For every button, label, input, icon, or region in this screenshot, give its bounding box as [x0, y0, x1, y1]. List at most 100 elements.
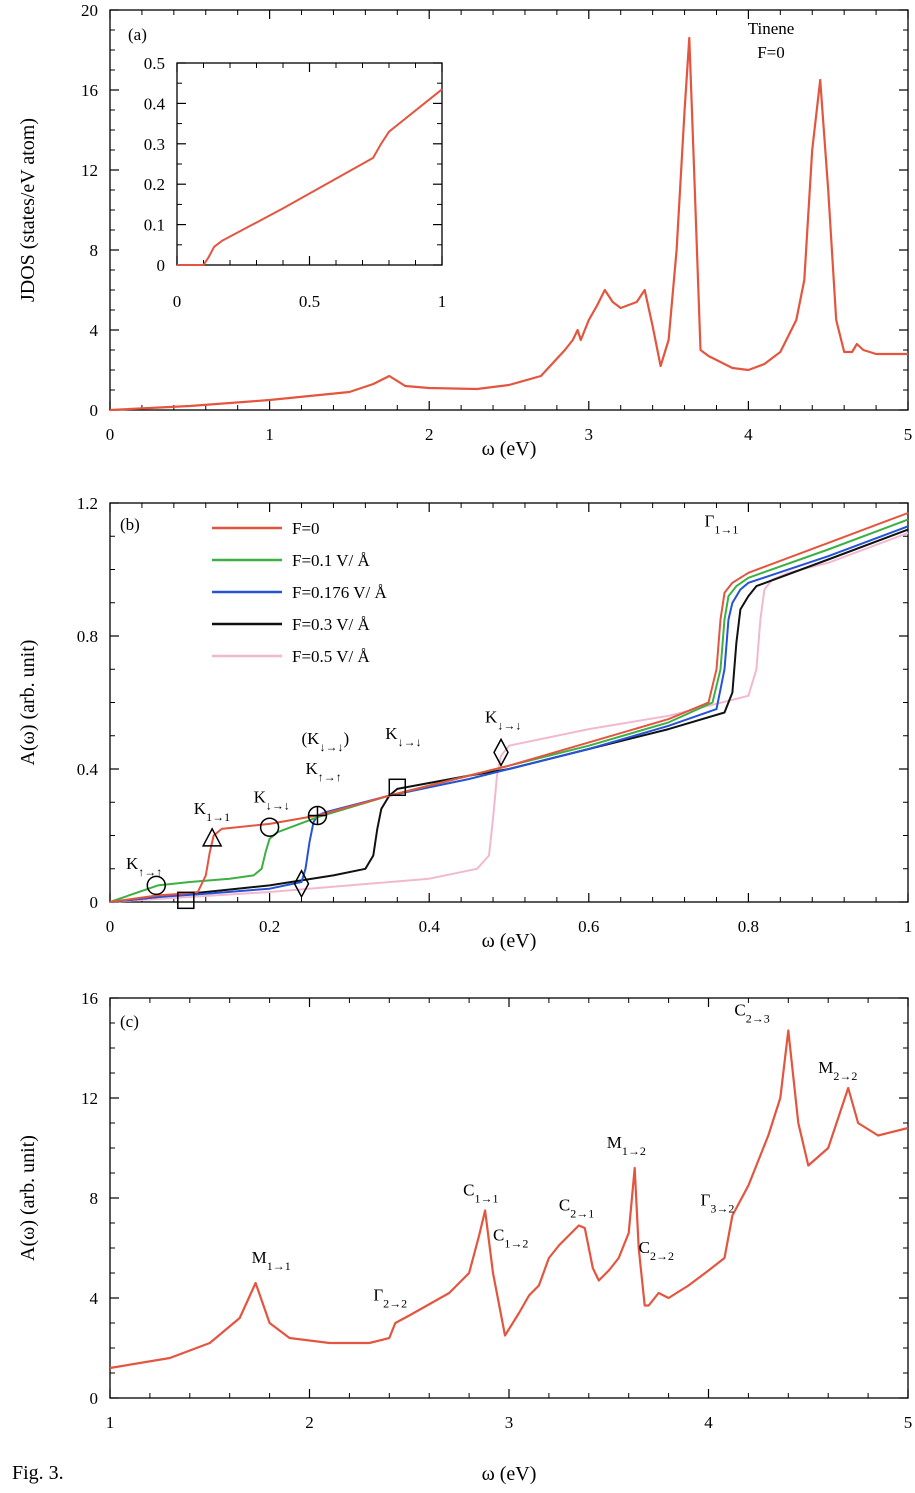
panel-c-annotation: C2→3 [734, 1001, 769, 1026]
panel-c-xtick-label: 2 [305, 1413, 314, 1432]
panel-c-ytick-label: 4 [90, 1289, 99, 1308]
inset-xtick-label: 0.5 [299, 292, 320, 311]
panel-c-label: (c) [120, 1012, 139, 1031]
panel-b-xtick-label: 0.8 [738, 917, 759, 936]
panel-c-annotation: M2→2 [818, 1058, 857, 1083]
marker-diamond [493, 737, 509, 767]
panel-b-xtick-label: 1 [904, 917, 913, 936]
legend-entry: F=0.1 V/ Å [292, 551, 370, 570]
marker-circle [259, 817, 280, 837]
panel-c-annotation: Γ2→2 [373, 1286, 407, 1311]
inset-jdos-line [177, 88, 443, 266]
panel-a-xtick-label: 3 [585, 425, 594, 444]
panel-b-series-1 [109, 518, 909, 903]
panel-b-xtick-label: 0.2 [259, 917, 280, 936]
panel-c-ylabel: A(ω) (arb. unit) [17, 1135, 39, 1261]
inset-ytick-label: 0 [157, 256, 166, 275]
inset-background [177, 63, 442, 265]
panel-b-ytick-label: 1.2 [77, 494, 98, 513]
panel-b-annotation: K↓→↓ [254, 787, 290, 812]
panel-b: 0 0.2 0.4 0.6 0.8 1 0 0.4 0.8 1.2 (b) F=0 F=0.1 V/ Å… [17, 494, 912, 952]
panel-b-annotation: Γ1→1 [705, 511, 739, 536]
panel-b-annotation: K↓→↓ [385, 724, 421, 749]
panel-c-xtick-label: 5 [904, 1413, 913, 1432]
panel-c-annotation: M1→1 [252, 1248, 291, 1273]
inset-xtick-label: 0 [173, 292, 182, 311]
panel-c-plot-frame [109, 997, 909, 1399]
panel-a-xtick-label: 1 [265, 425, 274, 444]
panel-b-series-0 [109, 512, 909, 903]
panel-c: 1 2 3 4 50481216(c)M1→1Γ2→2C1→1C1→2C2→1M1→2C… [17, 989, 912, 1485]
inset-ytick-label: 0.1 [144, 216, 165, 235]
marker-circle [146, 875, 167, 896]
panel-b-legend: F=0 F=0.1 V/ Å F=0.176 V/ Å F=0.3 V/ Å F=0.5… [212, 519, 387, 666]
legend-entry: F=0 [292, 519, 320, 538]
inset-ytick-label: 0.5 [144, 54, 165, 73]
marker-triangle [201, 827, 223, 847]
marker-diamond [293, 869, 310, 899]
panel-c-xtick-label: 3 [505, 1413, 514, 1432]
panel-a-ylabel: JDOS (states/eV atom) [17, 118, 39, 302]
panel-b-annotation: K↑→↑ [126, 854, 162, 879]
panel-b-annotation: (K↓→↓) [302, 729, 350, 754]
panel-c-xtick-label: 4 [704, 1413, 713, 1432]
panel-a-jdos-line [109, 36, 908, 412]
panel-a-ytick-label: 0 [90, 401, 99, 420]
panel-b-xtick-label: 0.4 [419, 917, 441, 936]
panel-b-ylabel: A(ω) (arb. unit) [17, 640, 39, 766]
panel-c-ytick-label: 12 [81, 1089, 98, 1108]
panel-a-ytick-label: 20 [81, 1, 98, 20]
panel-c-ytick-label: 16 [81, 989, 98, 1008]
panel-b-series-2 [109, 525, 909, 903]
panel-c-annotation: C2→1 [559, 1196, 594, 1221]
panel-a-ytick-label: 16 [81, 81, 98, 100]
inset-ytick-label: 0.2 [144, 175, 165, 194]
panel-c-annotation: M1→2 [607, 1133, 646, 1158]
panel-a-ytick-label: 8 [90, 241, 99, 260]
panel-a-ytick-label: 4 [90, 321, 99, 340]
panel-b-ytick-label: 0 [90, 893, 99, 912]
panel-a-ytick-label: 12 [81, 161, 98, 180]
panel-b-series-3 [109, 528, 909, 903]
panel-b-xlabel: ω (eV) [482, 930, 537, 952]
panel-a-xtick-label: 4 [744, 425, 753, 444]
panel-c-xlabel: ω (eV) [482, 1463, 537, 1485]
figure-caption: Fig. 3. [12, 1462, 64, 1485]
panel-b-ytick-label: 0.4 [77, 760, 99, 779]
panel-a-xtick-label: 0 [106, 425, 115, 444]
panel-c-annotation: C1→2 [493, 1226, 528, 1251]
panel-c-ytick-label: 8 [90, 1189, 99, 1208]
panel-c-annotation: C2→2 [639, 1238, 674, 1263]
panel-b-label: (b) [120, 515, 140, 534]
panel-a-xtick-label: 5 [904, 425, 913, 444]
panel-b-annotation: K↑→↑ [306, 759, 342, 784]
panel-b-ytick-label: 0.8 [77, 627, 98, 646]
panel-a-xtick-label: 2 [425, 425, 434, 444]
panel-b-annotation: K1→1 [194, 799, 230, 824]
caption-text: Fig. 3. [12, 1462, 64, 1484]
marker-square [177, 891, 195, 910]
legend-entry: F=0.3 V/ Å [292, 615, 370, 634]
panel-c-xtick-label: 1 [106, 1413, 115, 1432]
panel-c-annotation: C1→1 [463, 1181, 498, 1206]
panel-a-title: Tinene [748, 19, 795, 38]
panel-a-label: (a) [128, 25, 147, 44]
marker-square [388, 778, 407, 797]
inset-xtick-label: 1 [438, 292, 447, 311]
panel-b-xtick-label: 0.6 [578, 917, 599, 936]
inset-ytick-label: 0.3 [144, 135, 165, 154]
panel-b-series-4 [109, 531, 909, 903]
panel-c-ytick-label: 0 [90, 1389, 99, 1408]
panel-a-xlabel: ω (eV) [482, 438, 537, 460]
panel-c-absorption-line [109, 1029, 909, 1370]
inset-ytick-label: 0.4 [144, 94, 166, 113]
panel-c-annotation: Γ3→2 [701, 1191, 735, 1216]
legend-entry: F=0.5 V/ Å [292, 647, 370, 666]
panel-a-subtitle: F=0 [757, 43, 785, 62]
panel-a-inset: 0 0.5 1 0 0.1 0.2 0.3 0.4 0.5 [144, 54, 447, 311]
legend-entry: F=0.176 V/ Å [292, 583, 387, 602]
panel-b-annotation: K↓→↓ [485, 707, 521, 732]
panel-b-xtick-label: 0 [106, 917, 115, 936]
